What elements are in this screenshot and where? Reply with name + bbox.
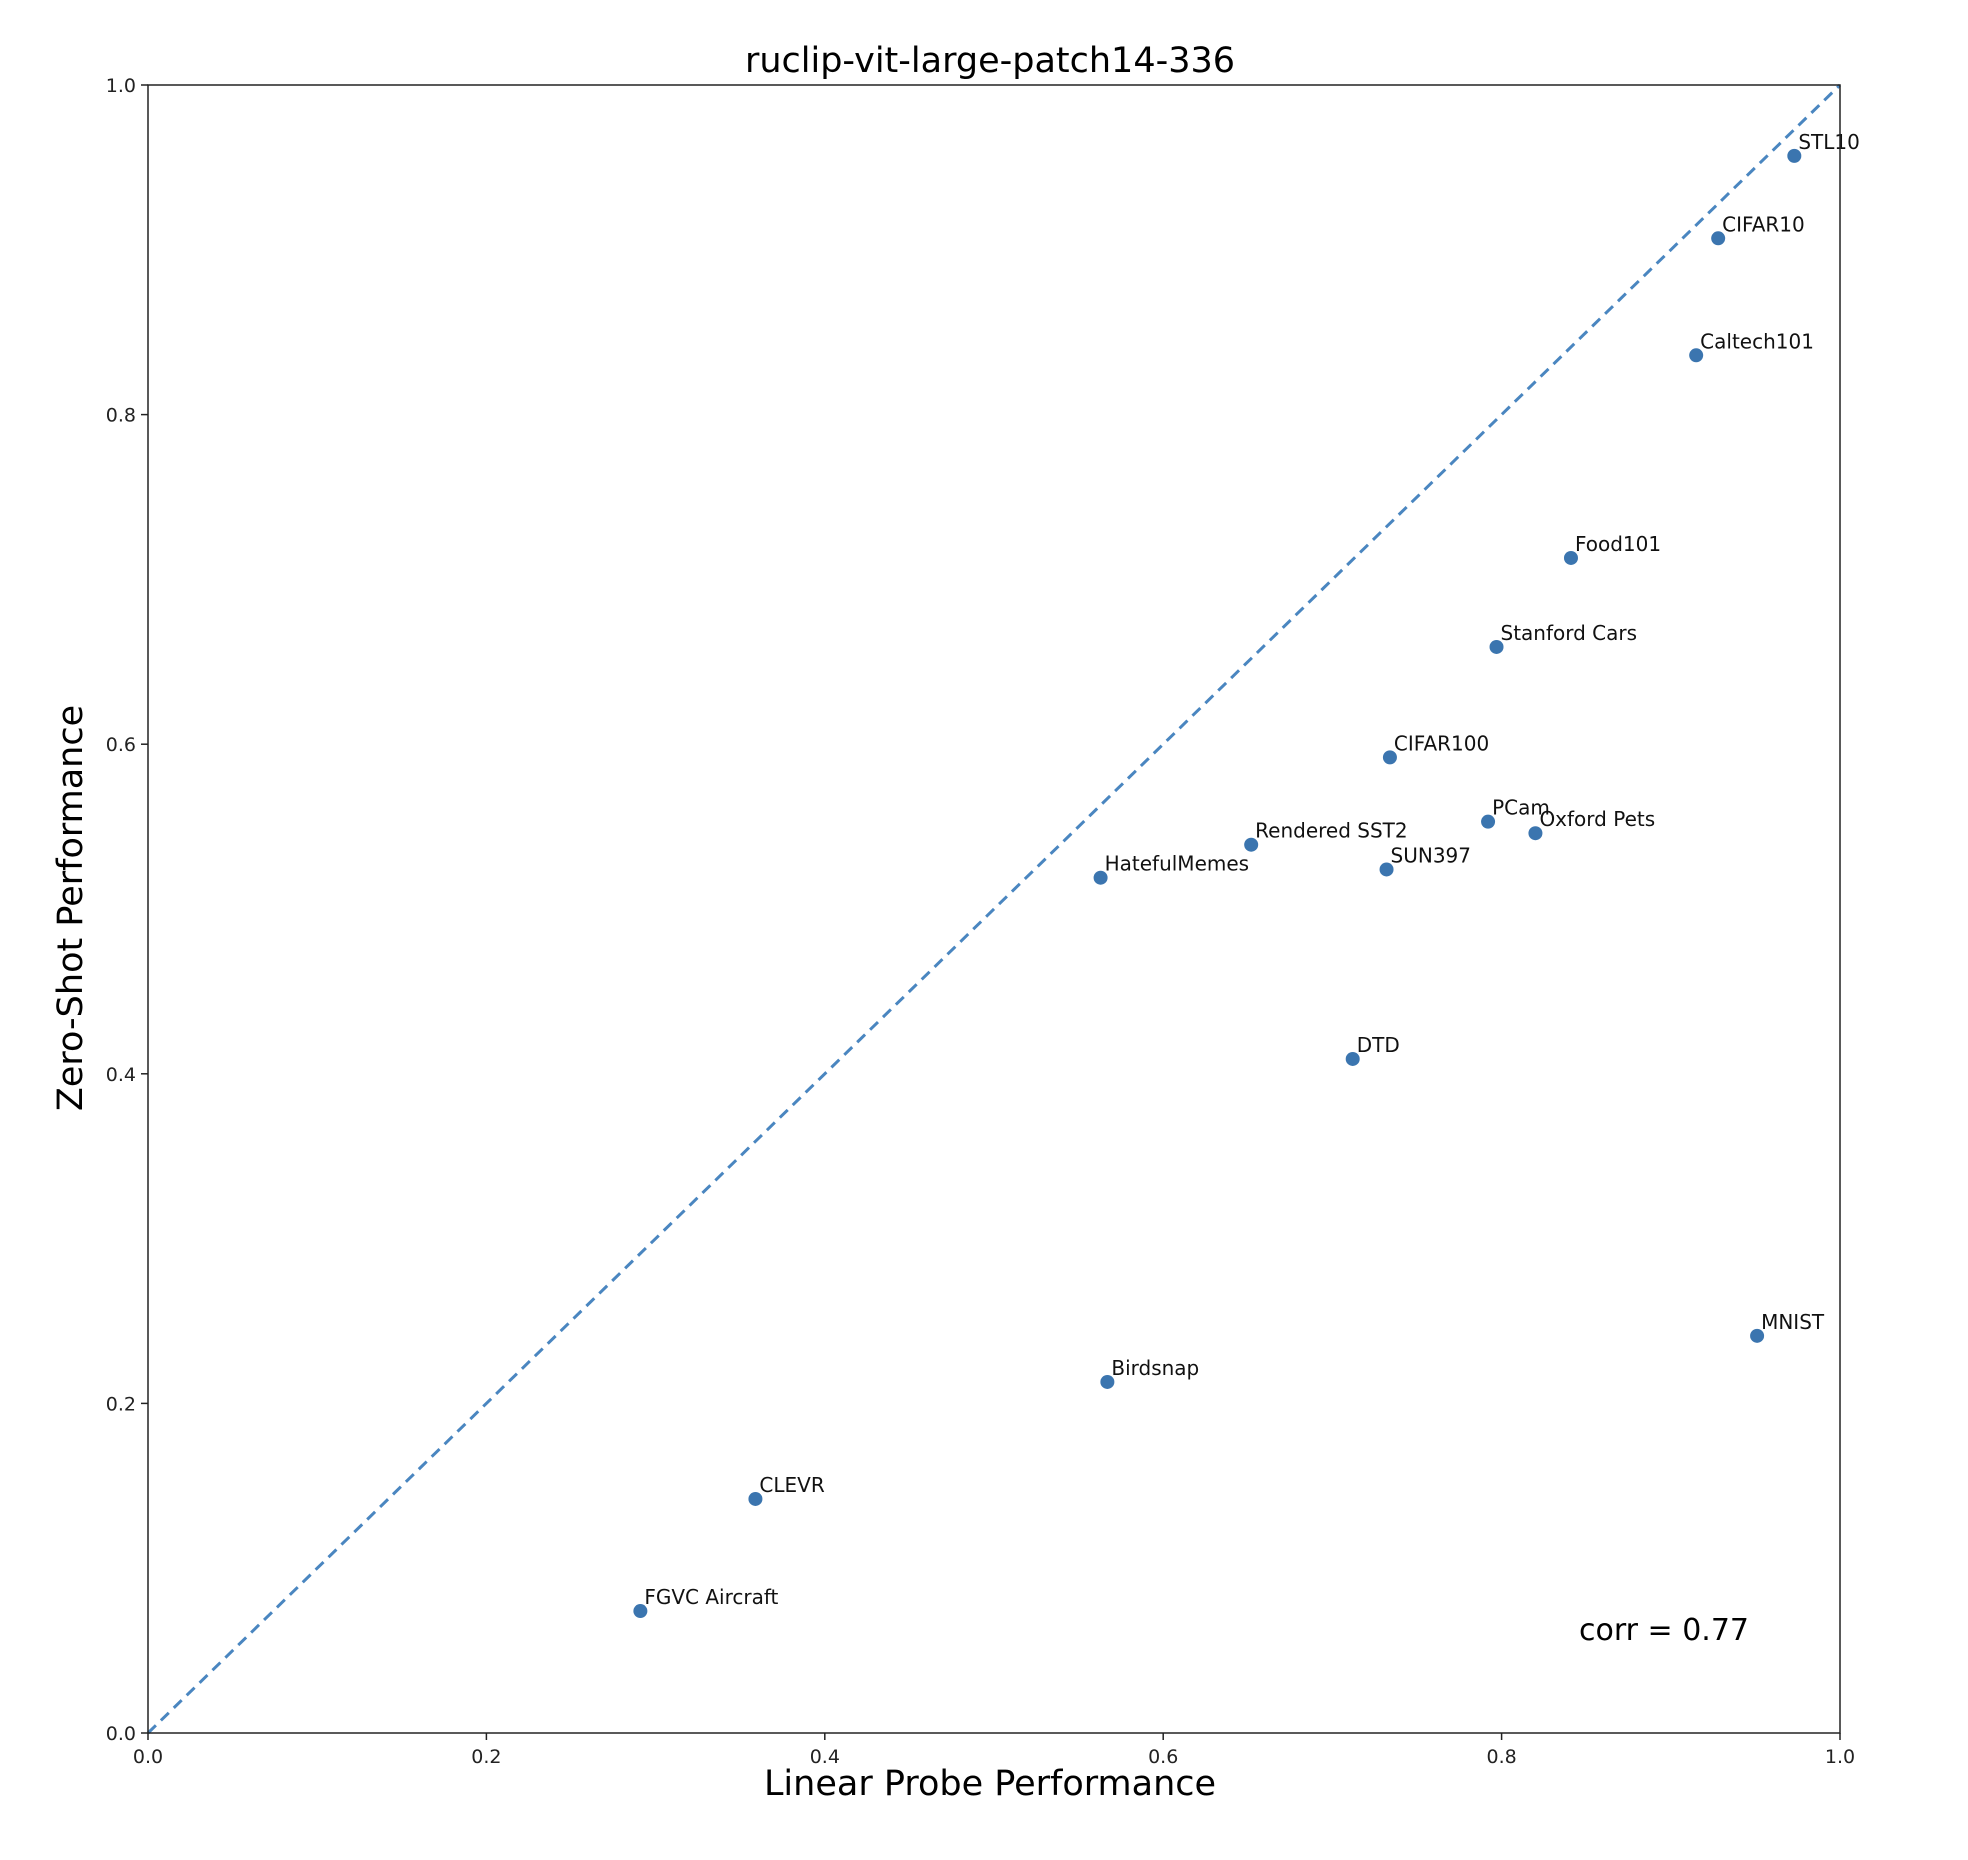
data-point: [1481, 814, 1496, 829]
data-point: [748, 1491, 763, 1506]
data-point-label: Rendered SST2: [1255, 819, 1407, 843]
y-tick-label: 1.0: [106, 75, 136, 97]
data-point: [1244, 837, 1259, 852]
y-axis-ticks: 0.0 0.2 0.4 0.6 0.8 1.0: [106, 75, 148, 1745]
data-point-label: MNIST: [1761, 1310, 1825, 1334]
data-point: [1528, 826, 1543, 841]
x-tick-label: 0.8: [1486, 1746, 1516, 1768]
data-point-label: PCam: [1492, 796, 1550, 820]
data-point: [1345, 1051, 1360, 1066]
x-tick-label: 0.4: [810, 1746, 840, 1768]
data-point-label: Stanford Cars: [1501, 621, 1638, 645]
data-point: [633, 1604, 648, 1619]
data-point: [1489, 639, 1504, 654]
x-tick-label: 1.0: [1825, 1746, 1855, 1768]
correlation-annotation: corr = 0.77: [1579, 1613, 1749, 1648]
point-labels-layer: STL10 CIFAR10 Caltech101 Food101 Stanford Ca…: [644, 130, 1859, 1609]
data-point: [1100, 1374, 1115, 1389]
points-layer: [633, 148, 1802, 1619]
chart-title: ruclip-vit-large-patch14-336: [745, 41, 1235, 81]
x-axis-label: Linear Probe Performance: [764, 1764, 1216, 1804]
y-axis-label: Zero-Shot Performance: [51, 705, 91, 1111]
data-point: [1711, 231, 1726, 246]
x-axis-ticks: 0.0 0.2 0.4 0.6 0.8 1.0: [133, 1733, 1855, 1768]
y-tick-label: 0.0: [106, 1723, 136, 1745]
data-point-label: CIFAR10: [1722, 212, 1805, 236]
x-tick-label: 0.6: [1148, 1746, 1178, 1768]
data-point: [1379, 862, 1394, 877]
data-point-label: HatefulMemes: [1105, 852, 1249, 876]
y-tick-label: 0.6: [106, 734, 136, 756]
data-point: [1563, 550, 1578, 565]
data-point: [1093, 870, 1108, 885]
data-point: [1689, 348, 1704, 363]
reference-line-y-equals-x: [146, 83, 1842, 1735]
data-point-label: CIFAR100: [1394, 731, 1489, 755]
y-tick-label: 0.4: [106, 1064, 136, 1086]
x-tick-label: 0.2: [471, 1746, 501, 1768]
data-point-label: Birdsnap: [1111, 1356, 1199, 1380]
plot-frame: [147, 84, 1841, 1734]
data-point-label: STL10: [1798, 130, 1860, 154]
data-point-label: SUN397: [1391, 843, 1471, 867]
data-point-label: CLEVR: [759, 1473, 824, 1497]
data-point: [1750, 1328, 1765, 1343]
y-tick-label: 0.8: [106, 405, 136, 427]
data-point-label: Oxford Pets: [1539, 807, 1655, 831]
data-point-label: Food101: [1575, 532, 1661, 556]
y-tick-label: 0.2: [106, 1393, 136, 1415]
data-point-label: FGVC Aircraft: [644, 1585, 778, 1609]
x-tick-label: 0.0: [133, 1746, 163, 1768]
plot-area: STL10 CIFAR10 Caltech101 Food101 Stanford Ca…: [146, 83, 1860, 1735]
data-point: [1382, 750, 1397, 765]
data-point: [1787, 148, 1802, 163]
data-point-label: DTD: [1357, 1033, 1400, 1057]
data-point-label: Caltech101: [1700, 329, 1814, 353]
